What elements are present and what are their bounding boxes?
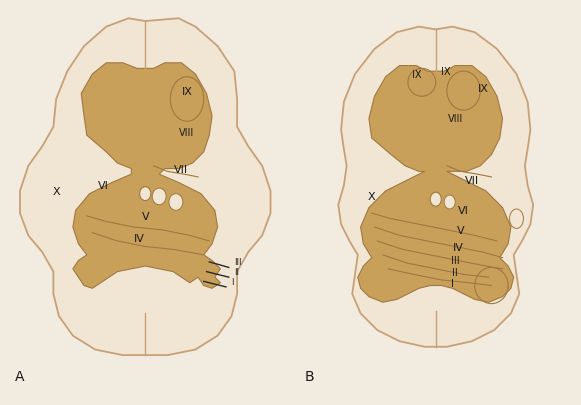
Polygon shape — [358, 66, 514, 303]
Text: A: A — [15, 369, 24, 383]
Text: I: I — [232, 277, 234, 286]
Polygon shape — [73, 64, 220, 289]
Text: IX: IX — [442, 67, 451, 77]
Text: II: II — [234, 267, 239, 277]
Text: IX: IX — [478, 84, 489, 94]
Polygon shape — [20, 19, 271, 355]
Ellipse shape — [430, 193, 442, 207]
Ellipse shape — [444, 196, 456, 209]
Text: V: V — [141, 211, 149, 222]
Text: II: II — [453, 267, 458, 277]
Text: III: III — [451, 256, 460, 266]
Ellipse shape — [152, 189, 166, 205]
Text: X: X — [368, 192, 375, 202]
Text: VIII: VIII — [447, 114, 463, 124]
Text: VII: VII — [174, 164, 188, 174]
Text: B: B — [305, 369, 314, 383]
Text: V: V — [457, 225, 465, 235]
Text: VIII: VIII — [180, 128, 195, 138]
Ellipse shape — [510, 209, 523, 229]
Text: X: X — [52, 186, 60, 196]
Text: VI: VI — [458, 206, 469, 216]
Text: IX: IX — [182, 86, 192, 96]
Text: VI: VI — [98, 181, 109, 191]
Text: I: I — [451, 278, 454, 288]
Ellipse shape — [139, 187, 151, 201]
Text: VII: VII — [465, 175, 479, 185]
Polygon shape — [338, 28, 533, 347]
Ellipse shape — [169, 194, 183, 211]
Text: IV: IV — [453, 242, 464, 252]
Text: IX: IX — [411, 70, 421, 80]
Text: IV: IV — [134, 234, 145, 243]
Text: III: III — [234, 258, 242, 267]
